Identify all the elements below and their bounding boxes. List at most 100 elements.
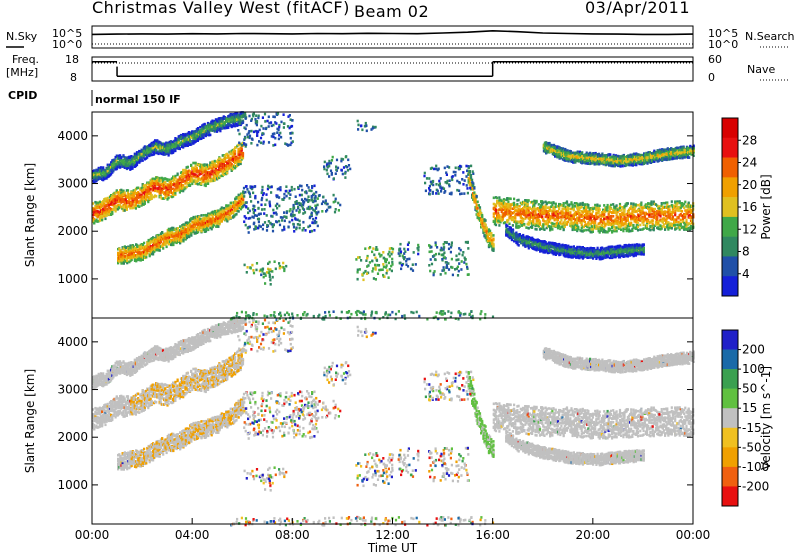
xtick-label-1: 04:00 [175, 528, 210, 542]
power-patch-2 [288, 193, 342, 215]
velocity-band-1 [117, 396, 245, 471]
power-colorbar-swatch-4 [722, 197, 738, 218]
power-patch-7 [355, 246, 395, 282]
velocity-colorbar-tick-label-0: 200 [742, 343, 765, 357]
power-colorbar-tick-label-5: 8 [742, 245, 750, 259]
power-patch-5 [243, 260, 288, 275]
velocity-patch-1 [242, 390, 319, 440]
nsearch-tick-top: 10^5 [708, 27, 739, 40]
power-band-1 [117, 190, 245, 265]
velocity-colorbar-swatch-4 [722, 408, 738, 429]
xaxis-label: Time UT [367, 541, 418, 554]
velocity-ytick-label-0: 1000 [57, 478, 88, 492]
velocity-band-3 [467, 371, 495, 458]
station-title: Christmas Valley West (fitACF) [92, 0, 350, 17]
velocity-colorbar-swatch-3 [722, 388, 738, 409]
power-patch-0 [237, 112, 294, 148]
power-band-4 [492, 196, 695, 234]
velocity-patch-4 [356, 325, 377, 339]
nsky-tick-top: 10^5 [52, 27, 83, 40]
velocity-colorbar-swatch-1 [722, 349, 738, 370]
velocity-colorbar-tick-label-7: -200 [742, 479, 769, 493]
velocity-patch-8 [397, 447, 420, 478]
power-colorbar-swatch-8 [722, 276, 738, 297]
power-colorbar-tick-label-4: 12 [742, 222, 757, 236]
velocity-patch-5 [243, 466, 288, 481]
power-patch-8 [397, 241, 420, 272]
freq-unit-label: [MHz] [6, 66, 39, 79]
xtick-label-0: 00:00 [75, 528, 110, 542]
power-colorbar-tick-label-3: 16 [742, 200, 757, 214]
velocity-patch-0 [237, 318, 294, 354]
xtick-label-4: 16:00 [475, 528, 510, 542]
power-colorbar-swatch-2 [722, 157, 738, 178]
xtick-label-3: 12:00 [375, 528, 410, 542]
freq-panel-frame [91, 56, 694, 82]
beam-label: Beam 02 [354, 2, 430, 21]
velocity-colorbar-frame [721, 329, 739, 507]
power-band-5 [505, 223, 645, 261]
velocity-colorbar-swatch-8 [722, 486, 738, 507]
nsearch-tick-bottom: 10^0 [708, 38, 739, 51]
power-band-0 [92, 141, 245, 225]
velocity-band-2 [92, 317, 245, 389]
nsky-tick-bottom: 10^0 [52, 38, 83, 51]
velocity-band-5 [505, 429, 645, 467]
velocity-colorbar-tick-label-3: 15 [742, 401, 757, 415]
freq-tick-top: 18 [65, 53, 79, 66]
power-patch-4 [356, 119, 377, 133]
power-band-2 [92, 111, 245, 183]
velocity-ytick-label-2: 3000 [57, 383, 88, 397]
velocity-patch-10 [423, 370, 475, 402]
power-patch-6 [260, 272, 274, 286]
velocity-colorbar-tick-label-1: 100 [742, 362, 765, 376]
power-patch-10 [423, 164, 475, 196]
velocity-colorbar-label: Velocity [m s^-1] [759, 366, 773, 470]
velocity-colorbar-tick-label-6: -100 [742, 460, 769, 474]
freq-tick-bottom: 8 [70, 71, 77, 84]
power-ylabel: Slant Range [km] [23, 163, 37, 267]
velocity-colorbar-tick-label-5: -50 [742, 440, 762, 454]
nave-tick-top: 60 [708, 53, 722, 66]
power-patch-11 [230, 309, 495, 321]
velocity-patch-6 [260, 478, 274, 492]
velocity-patch-9 [428, 446, 470, 483]
velocity-band-0 [92, 347, 245, 431]
power-colorbar-tick-label-0: 28 [742, 133, 757, 147]
velocity-colorbar-tick-label-2: 50 [742, 382, 757, 396]
power-ytick-label-1: 2000 [57, 224, 88, 238]
power-patch-3 [323, 155, 352, 181]
velocity-ylabel: Slant Range [km] [23, 369, 37, 473]
velocity-patch-11 [230, 515, 495, 527]
power-colorbar-tick-label-2: 20 [742, 178, 757, 192]
power-colorbar-label: Power [dB] [759, 174, 773, 239]
velocity-colorbar-swatch-6 [722, 447, 738, 468]
nsearch-label: N.Search [745, 30, 795, 43]
power-ytick-label-2: 3000 [57, 177, 88, 191]
power-colorbar-swatch-7 [722, 256, 738, 277]
velocity-patch-2 [288, 399, 342, 421]
xtick-label-2: 08:00 [275, 528, 310, 542]
nave-label: Nave [747, 63, 776, 76]
power-ytick-label-0: 1000 [57, 272, 88, 286]
xtick-label-5: 20:00 [576, 528, 611, 542]
power-colorbar-swatch-3 [722, 177, 738, 198]
nsky-panel-frame [91, 25, 694, 49]
velocity-colorbar-swatch-7 [722, 466, 738, 487]
power-ytick-label-3: 4000 [57, 129, 88, 143]
velocity-patch-3 [323, 361, 352, 387]
freq-label: Freq. [12, 53, 40, 66]
nsky-label: N.Sky [6, 30, 38, 43]
xtick-label-6: 00:00 [676, 528, 711, 542]
power-band-3 [467, 165, 495, 252]
date-label: 03/Apr/2011 [585, 0, 691, 17]
velocity-colorbar-swatch-2 [722, 369, 738, 389]
power-patch-9 [428, 240, 470, 277]
velocity-patch-7 [355, 452, 395, 488]
power-colorbar-swatch-1 [722, 137, 738, 158]
power-colorbar-swatch-6 [722, 236, 738, 257]
velocity-ytick-label-3: 4000 [57, 335, 88, 349]
power-colorbar-tick-label-6: 4 [742, 267, 750, 281]
power-band-6 [542, 141, 695, 168]
